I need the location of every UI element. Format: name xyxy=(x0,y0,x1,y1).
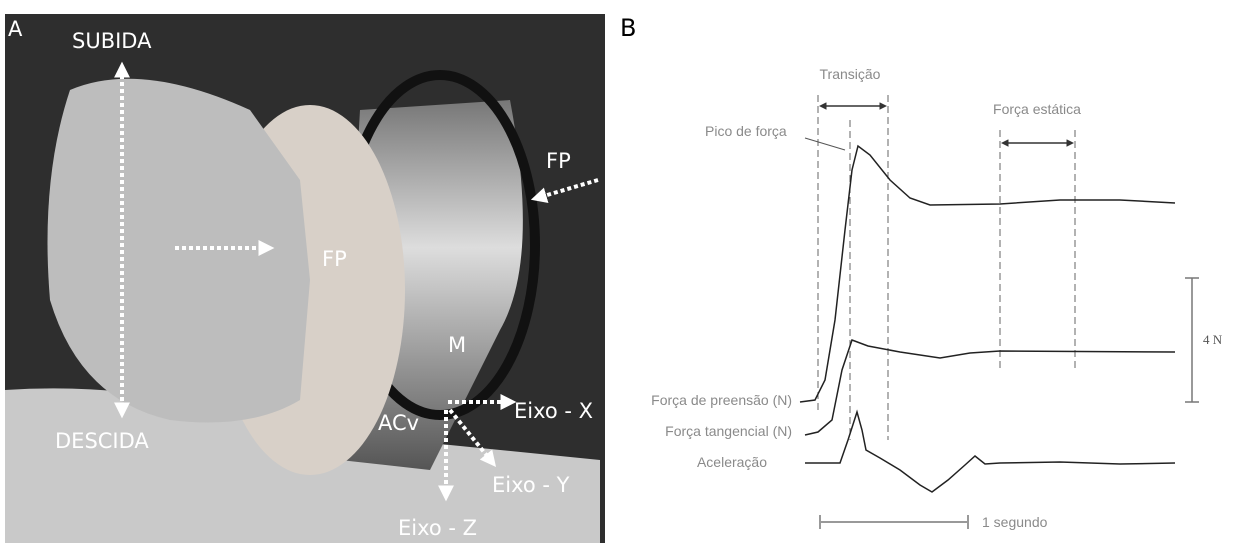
label: DESCIDA xyxy=(55,429,149,453)
annotation: Transição xyxy=(820,66,881,82)
pointer xyxy=(805,138,845,150)
label: Eixo - Y xyxy=(492,473,570,497)
grip-trace xyxy=(800,146,1175,402)
tangential-trace xyxy=(805,340,1175,435)
label: Eixo - Z xyxy=(398,516,477,540)
figure: A SUBIDA DESCIDA FP FP M ACv Eixo - X Ei… xyxy=(0,0,1242,543)
acceleration-trace xyxy=(805,412,1175,492)
panel-label: B xyxy=(620,14,636,42)
panel-label: A xyxy=(8,17,23,41)
panel-b: B Transição Pico de força Força estática… xyxy=(620,14,1223,530)
force-scale-bar xyxy=(1185,278,1199,402)
trace-label: Força de preensão (N) xyxy=(651,392,792,408)
label: FP xyxy=(546,149,571,173)
label: ACv xyxy=(378,411,419,435)
trace-label: Aceleração xyxy=(697,454,767,470)
scale-label: 4 N xyxy=(1203,332,1223,347)
label: SUBIDA xyxy=(72,29,152,53)
time-scale-bar xyxy=(820,515,968,529)
label: M xyxy=(448,333,466,357)
trace-label: Força tangencial (N) xyxy=(665,423,792,439)
scale-label: 1 segundo xyxy=(982,514,1048,530)
label: Eixo - X xyxy=(514,399,593,423)
label: FP xyxy=(322,247,347,271)
panel-a: A SUBIDA DESCIDA FP FP M ACv Eixo - X Ei… xyxy=(5,14,605,543)
annotation: Força estática xyxy=(993,101,1081,117)
annotation: Pico de força xyxy=(705,123,787,139)
